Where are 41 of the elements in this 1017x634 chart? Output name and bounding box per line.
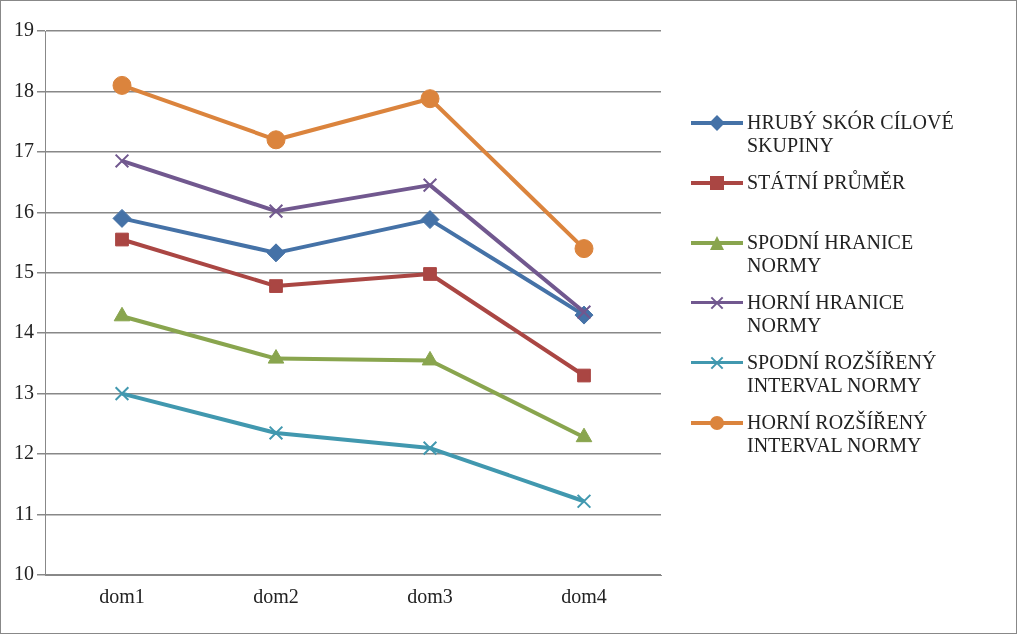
y-tick-label: 15 xyxy=(14,260,34,283)
y-tick-label: 14 xyxy=(14,320,34,343)
point xyxy=(268,203,284,219)
point xyxy=(420,210,440,230)
x-tick-label: dom3 xyxy=(407,585,453,608)
point xyxy=(422,177,438,193)
point xyxy=(115,232,129,247)
x-tick-label: dom1 xyxy=(99,585,145,608)
point xyxy=(420,89,440,109)
y-tick-label: 18 xyxy=(14,78,34,101)
point xyxy=(266,130,286,150)
y-tick-label: 13 xyxy=(14,380,34,403)
point xyxy=(423,267,437,281)
point xyxy=(577,368,591,383)
point xyxy=(422,440,438,456)
point xyxy=(576,304,592,320)
legend-label: HRUBÝ SKÓR CÍLOVÉ SKUPINY xyxy=(747,111,955,157)
x-tick-label: dom4 xyxy=(561,585,607,608)
point xyxy=(112,208,132,228)
y-tick-label: 12 xyxy=(14,441,34,464)
legend-label: SPODNÍ ROZŠÍŘENÝ INTERVAL NORMY xyxy=(747,351,938,397)
point xyxy=(114,386,130,402)
point xyxy=(575,427,593,443)
legend-label: SPODNÍ HRANICE NORMY xyxy=(747,231,915,277)
legend-label: HORNÍ ROZŠÍŘENÝ INTERVAL NORMY xyxy=(747,411,929,457)
y-tick-label: 19 xyxy=(14,18,34,41)
point xyxy=(112,75,132,95)
point xyxy=(269,279,283,293)
point xyxy=(576,493,592,509)
legend-label: HORNÍ HRANICE NORMY xyxy=(747,291,906,337)
point xyxy=(266,243,286,263)
point xyxy=(268,425,284,441)
point xyxy=(574,239,594,259)
x-tick-label: dom2 xyxy=(253,585,299,608)
y-tick-label: 17 xyxy=(14,139,34,162)
y-tick-label: 10 xyxy=(14,562,34,585)
point xyxy=(114,153,130,169)
legend-label: STÁTNÍ PRŮMĚR xyxy=(747,171,906,194)
y-tick-label: 11 xyxy=(14,501,34,524)
y-tick-label: 16 xyxy=(14,199,34,222)
point xyxy=(267,349,285,364)
